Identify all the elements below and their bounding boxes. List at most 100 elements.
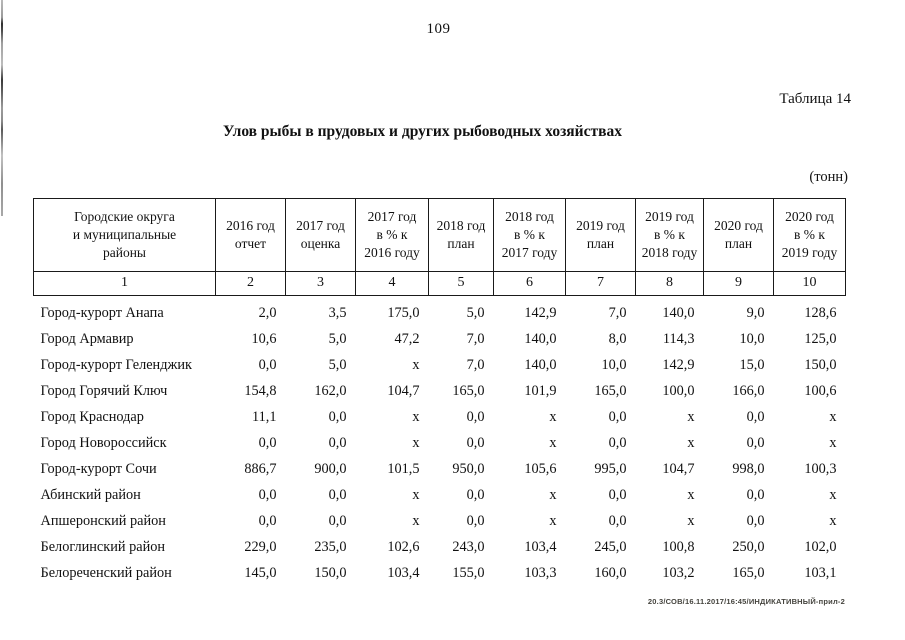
value-cell: 886,7 (244, 460, 277, 477)
value-cell: 100,0 (662, 382, 695, 399)
value-cell: 245,0 (594, 538, 627, 555)
value-cell: 166,0 (732, 382, 765, 399)
footer-stamp: 20.3/СОВ/16.11.2017/16:45/ИНДИКАТИВНЫЙ-п… (647, 597, 845, 606)
value-cell: x (549, 512, 557, 529)
value-cell: 103,3 (524, 564, 557, 581)
table-row: Белоглинский район 229,0 235,0 102,6 243,0 10… (34, 534, 846, 560)
value-cell: 155,0 (452, 564, 485, 581)
value-cell: 0,0 (608, 434, 627, 451)
value-cell: 100,6 (804, 382, 837, 399)
value-cell: 11,1 (252, 408, 277, 425)
value-cell: 154,8 (244, 382, 277, 399)
value-cell: 5,0 (328, 330, 347, 347)
table-row: Апшеронский район 0,0 0,0 x 0,0 x 0,0 x 0,0 x (34, 508, 846, 534)
column-number-cell: 10 (773, 271, 846, 296)
column-number-cell: 3 (285, 271, 356, 296)
value-cell: 103,2 (662, 564, 695, 581)
value-cell: x (687, 408, 695, 425)
value-cell: 165,0 (594, 382, 627, 399)
value-cell: 102,6 (387, 538, 420, 555)
value-cell: 9,0 (746, 304, 765, 321)
table-column-number-row: 1 2 3 4 5 6 7 8 9 10 (33, 271, 846, 296)
header-cell: 2018 год план (428, 198, 494, 272)
value-cell: 145,0 (244, 564, 277, 581)
value-cell: 142,9 (662, 356, 695, 373)
value-cell: 0,0 (258, 356, 277, 373)
table-row: Абинский район 0,0 0,0 x 0,0 x 0,0 x 0,0 x (34, 482, 846, 508)
value-cell: 8,0 (608, 330, 627, 347)
value-cell: 0,0 (466, 512, 485, 529)
value-cell: 7,0 (608, 304, 627, 321)
column-number-cell: 2 (215, 271, 286, 296)
row-name-cell: Город Горячий Ключ (40, 382, 168, 399)
value-cell: 900,0 (314, 460, 347, 477)
value-cell: 0,0 (608, 486, 627, 503)
value-cell: x (549, 408, 557, 425)
value-cell: 101,9 (524, 382, 557, 399)
table-caption-label: Таблица 14 (779, 91, 851, 107)
row-name-cell: Абинский район (40, 486, 141, 503)
value-cell: 235,0 (314, 538, 347, 555)
value-cell: 995,0 (594, 460, 627, 477)
value-cell: 243,0 (452, 538, 485, 555)
table-row: Город-курорт Геленджик 0,0 5,0 x 7,0 140,0 10,… (34, 352, 846, 378)
value-cell: 0,0 (258, 512, 277, 529)
scan-edge-artifact (1, 0, 3, 216)
table-row: Город Горячий Ключ 154,8 162,0 104,7 165,0 10… (34, 378, 846, 404)
value-cell: 0,0 (746, 434, 765, 451)
value-cell: 7,0 (466, 356, 485, 373)
value-cell: x (412, 408, 420, 425)
column-number-cell: 7 (565, 271, 636, 296)
value-cell: 0,0 (608, 408, 627, 425)
value-cell: x (549, 486, 557, 503)
value-cell: 101,5 (387, 460, 420, 477)
header-cell: 2020 год план (703, 198, 774, 272)
table-row: Город Краснодар 11,1 0,0 x 0,0 x 0,0 x 0,0 x (34, 404, 846, 430)
column-number-cell: 1 (33, 271, 216, 296)
header-cell: 2019 год план (565, 198, 636, 272)
value-cell: 100,8 (662, 538, 695, 555)
value-cell: 0,0 (746, 486, 765, 503)
header-cell: 2017 год в % к 2016 году (355, 198, 429, 272)
header-cell: 2019 год в % к 2018 году (635, 198, 704, 272)
value-cell: 128,6 (804, 304, 837, 321)
column-number-cell: 9 (703, 271, 774, 296)
value-cell: x (412, 434, 420, 451)
header-cell: 2018 год в % к 2017 году (493, 198, 566, 272)
row-name-cell: Город Армавир (40, 330, 134, 347)
table-body: Город-курорт Анапа 2,0 3,5 175,0 5,0 142,9 7,0… (34, 296, 846, 587)
value-cell: 0,0 (746, 512, 765, 529)
value-cell: 125,0 (804, 330, 837, 347)
value-cell: 2,0 (258, 304, 277, 321)
value-cell: 0,0 (258, 434, 277, 451)
value-cell: x (829, 512, 837, 529)
row-name-cell: Белоглинский район (40, 538, 166, 555)
value-cell: 103,1 (804, 564, 837, 581)
value-cell: 3,5 (328, 304, 347, 321)
value-cell: x (549, 434, 557, 451)
header-cell: 2016 год отчет (215, 198, 286, 272)
value-cell: 0,0 (466, 434, 485, 451)
value-cell: x (687, 486, 695, 503)
column-number-cell: 4 (355, 271, 429, 296)
value-cell: 100,3 (804, 460, 837, 477)
table-row: Город-курорт Сочи 886,7 900,0 101,5 950,0 105… (34, 456, 846, 482)
value-cell: 162,0 (314, 382, 347, 399)
header-cell: Городские округа и муниципальные районы (33, 198, 216, 272)
value-cell: 229,0 (244, 538, 277, 555)
value-cell: 0,0 (328, 512, 347, 529)
value-cell: 104,7 (387, 382, 420, 399)
value-cell: 998,0 (732, 460, 765, 477)
table-header-row: Городские округа и муниципальные районы 2… (33, 198, 846, 272)
unit-note: (тонн) (809, 169, 848, 185)
value-cell: 5,0 (328, 356, 347, 373)
row-name-cell: Апшеронский район (40, 512, 166, 529)
value-cell: x (829, 408, 837, 425)
column-number-cell: 8 (635, 271, 704, 296)
row-name-cell: Город-курорт Геленджик (40, 356, 192, 373)
table-row: Город Армавир 10,6 5,0 47,2 7,0 140,0 8,0 114,3… (34, 326, 846, 352)
value-cell: 103,4 (524, 538, 557, 555)
table-row: Белореченский район 145,0 150,0 103,4 155,0 1… (34, 560, 846, 586)
value-cell: 0,0 (328, 408, 347, 425)
value-cell: 114,3 (662, 330, 695, 347)
